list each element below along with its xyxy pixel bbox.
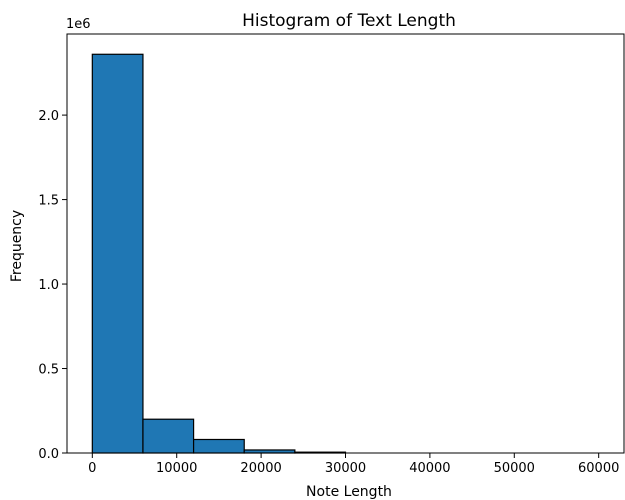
y-axis-label: Frequency bbox=[9, 210, 25, 282]
histogram-bar-2 bbox=[142, 418, 195, 454]
x-axis-ticks: 0 10000 20000 30000 40000 50000 60000 bbox=[88, 453, 619, 476]
x-axis-label: Note Length bbox=[306, 484, 392, 500]
histogram-bar-1 bbox=[91, 53, 144, 454]
x-tick-label: 60000 bbox=[578, 461, 619, 476]
y-tick-label: 1.5 bbox=[38, 194, 59, 209]
x-tick-label: 10000 bbox=[156, 461, 197, 476]
x-tick-label: 0 bbox=[88, 461, 96, 476]
histogram-bars bbox=[91, 53, 599, 454]
chart-title: Histogram of Text Length bbox=[242, 11, 456, 31]
y-tick-label: 1.0 bbox=[38, 278, 59, 293]
x-tick-label: 40000 bbox=[409, 461, 450, 476]
x-tick-label: 50000 bbox=[494, 461, 535, 476]
x-tick-label: 20000 bbox=[240, 461, 281, 476]
y-tick-label: 0.5 bbox=[38, 363, 59, 378]
y-tick-label: 2.0 bbox=[38, 109, 59, 124]
y-axis-offset-label: 1e6 bbox=[66, 17, 91, 32]
x-tick-label: 30000 bbox=[325, 461, 366, 476]
y-tick-label: 0.0 bbox=[38, 447, 59, 462]
plot-area-frame bbox=[66, 33, 625, 454]
histogram-bar-3 bbox=[192, 438, 245, 454]
y-axis-ticks: 0.0 0.5 1.0 1.5 2.0 bbox=[38, 109, 67, 462]
